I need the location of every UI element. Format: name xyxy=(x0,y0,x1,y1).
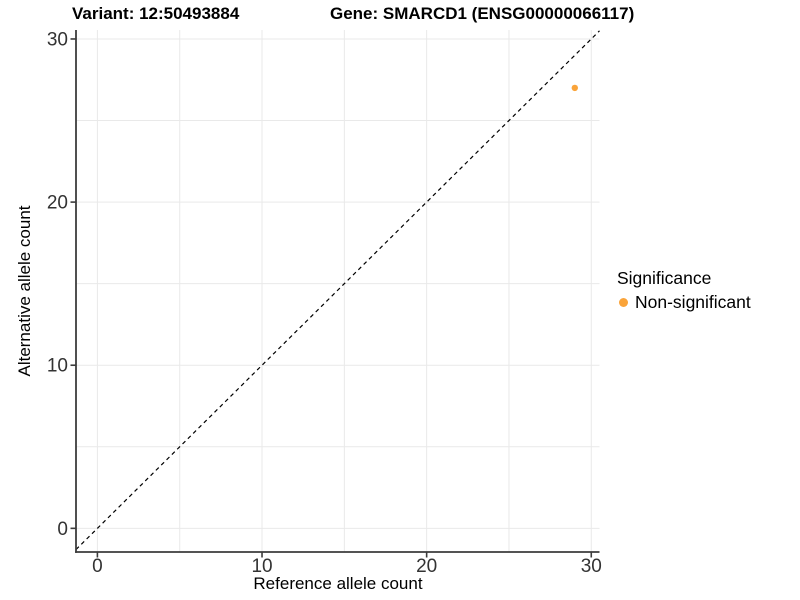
y-axis-label: Alternative allele count xyxy=(15,205,34,377)
x-tick-label: 30 xyxy=(581,556,602,577)
legend-title: Significance xyxy=(617,268,712,288)
x-tick-label: 10 xyxy=(251,556,272,577)
legend-item: Non-significant xyxy=(617,292,751,312)
plot-title-gene: Gene: SMARCD1 (ENSG00000066117) xyxy=(330,4,635,23)
legend-item-label: Non-significant xyxy=(635,292,751,312)
x-tick-label: 20 xyxy=(416,556,437,577)
x-tick-label: 0 xyxy=(92,556,103,577)
y-tick-label: 0 xyxy=(57,519,68,540)
identity-line xyxy=(75,30,600,550)
plot-title-variant: Variant: 12:50493884 xyxy=(72,4,240,23)
y-tick-label: 30 xyxy=(47,29,68,50)
data-point xyxy=(571,84,579,92)
legend: Significance Non-significant xyxy=(617,266,751,312)
x-axis-label: Reference allele count xyxy=(253,574,423,593)
y-tick-label: 10 xyxy=(47,356,68,377)
legend-key-dot-icon xyxy=(619,297,628,307)
y-tick-label: 20 xyxy=(47,193,68,214)
